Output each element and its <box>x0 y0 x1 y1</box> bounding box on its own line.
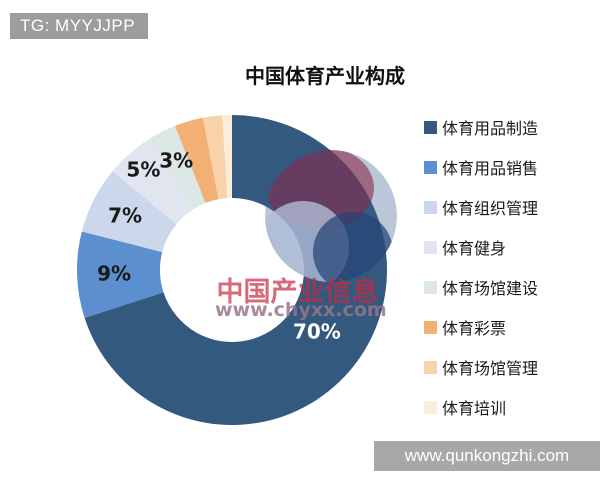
slice-label-2: 7% <box>108 204 142 228</box>
donut-slice-3 <box>112 139 194 225</box>
slice-label-4: 3% <box>159 148 193 172</box>
slice-label-0: 70% <box>293 320 341 344</box>
donut-slice-2 <box>81 171 177 253</box>
legend-label-2: 体育组织管理 <box>442 199 539 218</box>
legend-swatch-6 <box>424 360 437 374</box>
legend-label-6: 体育场馆管理 <box>442 359 539 378</box>
footer-watermark: www.qunkongzhi.com <box>374 441 600 471</box>
legend-item-6: 体育场馆管理 <box>424 347 538 387</box>
legend-swatch-5 <box>424 320 437 334</box>
legend-item-0: 体育用品制造 <box>424 107 538 147</box>
donut-slice-6 <box>202 115 228 200</box>
donut-slice-labels: 70% 9% 7% 5%3% <box>97 148 341 343</box>
legend-swatch-4 <box>424 280 437 294</box>
legend-item-1: 体育用品销售 <box>424 147 538 187</box>
legend-item-7: 体育培训 <box>424 387 538 427</box>
legend-label-0: 体育用品制造 <box>442 119 539 138</box>
legend-item-4: 体育场馆建设 <box>424 267 538 307</box>
legend-item-3: 体育健身 <box>424 227 538 267</box>
legend-label-4: 体育场馆建设 <box>442 279 539 298</box>
legend-item-2: 体育组织管理 <box>424 187 538 227</box>
slice-label-1: 9% <box>97 262 131 286</box>
legend-label-5: 体育彩票 <box>442 319 507 338</box>
legend-swatch-0 <box>424 120 437 134</box>
chart-title: 中国体育产业构成 <box>245 64 405 88</box>
donut-slice-4 <box>148 125 206 210</box>
legend-label-7: 体育培训 <box>442 399 507 418</box>
legend-item-5: 体育彩票 <box>424 307 538 347</box>
legend-label-3: 体育健身 <box>442 239 507 258</box>
donut-slice-1 <box>77 231 164 318</box>
slice-label-3: 5% <box>126 158 160 182</box>
legend-swatch-7 <box>424 400 437 414</box>
donut-slice-7 <box>222 115 232 199</box>
chart-legend: 体育用品制造 体育用品销售 体育组织管理 体育健身体育场馆建设 体育彩票体育场馆管理 体育… <box>424 107 538 427</box>
legend-swatch-3 <box>424 240 437 254</box>
legend-label-1: 体育用品销售 <box>442 159 539 178</box>
legend-swatch-2 <box>424 200 437 214</box>
donut-slice-5 <box>174 117 219 204</box>
legend-swatch-1 <box>424 160 437 174</box>
tg-badge: TG: MYYJJPP <box>10 13 148 39</box>
